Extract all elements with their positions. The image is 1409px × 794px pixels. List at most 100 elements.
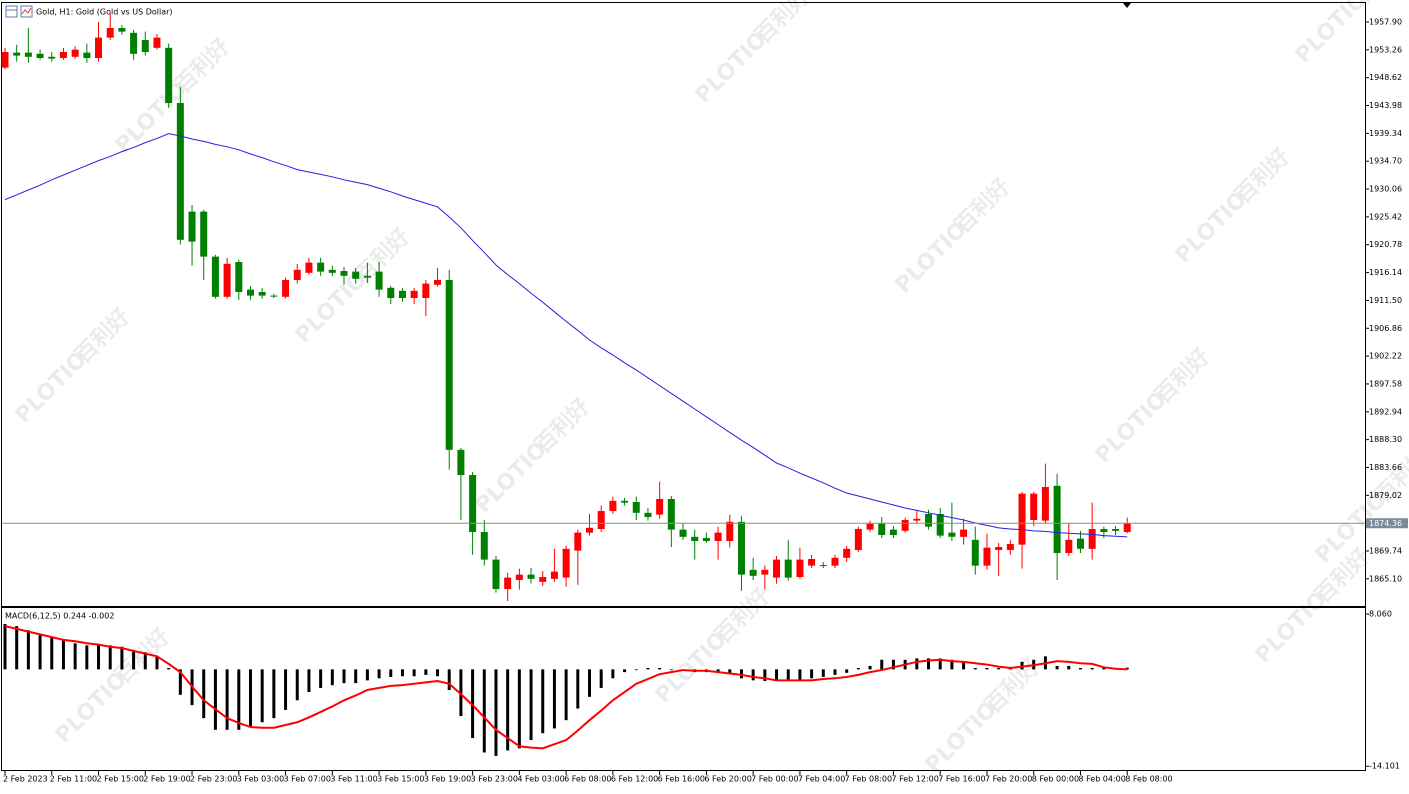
macd-bar <box>623 669 627 673</box>
candle-body <box>235 262 243 293</box>
y-tick-label: 1911.50 <box>1369 296 1402 305</box>
x-tick-label: 3 Feb 07:00 <box>284 775 331 784</box>
y-tick-label: 1892.94 <box>1369 407 1402 416</box>
x-tick-label: 2 Feb 2023 <box>3 775 48 784</box>
candle-body <box>282 280 290 297</box>
macd-bar <box>1055 665 1059 670</box>
macd-bar <box>471 669 475 739</box>
candle-body <box>434 280 442 285</box>
macd-bar <box>237 669 241 730</box>
macd-bar <box>3 624 7 670</box>
candle-body <box>492 559 500 590</box>
candle-body <box>130 32 138 54</box>
candle-body <box>1100 529 1108 533</box>
candle-body <box>901 520 909 531</box>
candle-body <box>223 263 231 297</box>
candle-body <box>878 523 886 536</box>
candle-body <box>1123 523 1131 533</box>
candle-body <box>656 499 664 515</box>
y-tick-label: 1906.86 <box>1369 324 1402 333</box>
x-tick-label: 6 Feb 08:00 <box>564 775 611 784</box>
x-tick-label: 3 Feb 23:00 <box>471 775 518 784</box>
candle-body <box>1065 539 1073 554</box>
macd-bar <box>786 669 790 681</box>
macd-bar <box>541 669 545 734</box>
candle-body <box>188 211 196 242</box>
y-tick-label: 1925.42 <box>1369 212 1402 221</box>
candle-body <box>889 529 897 536</box>
x-tick-label: 2 Feb 19:00 <box>143 775 190 784</box>
y-tick-label: 1879.02 <box>1369 491 1402 500</box>
candle-body <box>995 547 1003 551</box>
macd-bar <box>307 669 311 693</box>
candle-body <box>527 574 535 579</box>
candle-body <box>562 548 570 578</box>
macd-bar <box>845 669 849 673</box>
macd-bar <box>927 658 931 670</box>
candle-body <box>317 262 325 272</box>
chart-title: Gold, H1: Gold (Gold vs US Dollar) <box>36 8 173 17</box>
macd-bar <box>482 669 486 753</box>
x-tick-label: 7 Feb 20:00 <box>985 775 1032 784</box>
x-tick-label: 7 Feb 04:00 <box>798 775 845 784</box>
candle-body <box>784 559 792 578</box>
macd-bar <box>108 645 112 670</box>
macd-bar <box>155 657 159 670</box>
y-tick-label: 1920.78 <box>1369 240 1402 249</box>
macd-bar <box>400 669 404 677</box>
x-tick-label: 3 Feb 11:00 <box>330 775 377 784</box>
macd-bar <box>669 669 673 671</box>
macd-bar <box>132 650 136 670</box>
candle-body <box>270 295 278 297</box>
macd-bar <box>412 669 416 677</box>
main-pane <box>1 2 1366 607</box>
candle-body <box>737 521 745 575</box>
macd-bar <box>588 669 591 697</box>
candle-body <box>469 475 477 533</box>
candle-body <box>761 569 769 575</box>
macd-bar <box>424 669 428 675</box>
macd-bar <box>1067 665 1071 670</box>
macd-bar <box>506 669 510 751</box>
candle-body <box>13 52 21 56</box>
macd-bar <box>985 668 989 670</box>
candle-body <box>153 37 161 48</box>
macd-bar <box>868 665 872 670</box>
macd-bar <box>295 669 299 701</box>
candle-body <box>118 28 126 32</box>
macd-bar <box>517 669 521 749</box>
macd-bar <box>61 639 65 670</box>
candle-body <box>574 532 582 551</box>
current-price-label: 1874.36 <box>1369 519 1402 528</box>
y-tick-label: 1953.26 <box>1369 45 1402 54</box>
macd-bar <box>178 669 182 695</box>
x-tick-label: 2 Feb 15:00 <box>97 775 144 784</box>
candle-body <box>808 559 816 566</box>
macd-bar <box>739 669 743 679</box>
candle-body <box>597 511 605 530</box>
macd-bar <box>529 669 533 741</box>
candle-body <box>983 547 991 566</box>
macd-bar <box>751 669 755 681</box>
macd-bar <box>354 669 358 684</box>
macd-bar <box>821 669 825 677</box>
y-tick-label: 1939.34 <box>1369 129 1402 138</box>
candle-body <box>621 500 629 503</box>
macd-bar <box>775 669 779 681</box>
macd-bar <box>716 669 720 673</box>
macd-bar <box>915 658 919 670</box>
y-tick-label: -14.101 <box>1369 762 1400 771</box>
icon <box>5 5 18 18</box>
candle-body <box>211 256 219 297</box>
macd-bar <box>319 669 323 688</box>
candle-body <box>387 287 395 299</box>
candle-body <box>936 514 944 536</box>
x-tick-label: 3 Feb 19:00 <box>424 775 471 784</box>
candle-body <box>913 518 921 521</box>
macd-bar <box>272 669 276 719</box>
candle-body <box>480 532 488 560</box>
macd-bar <box>1078 668 1082 670</box>
candle-body <box>1088 529 1096 549</box>
